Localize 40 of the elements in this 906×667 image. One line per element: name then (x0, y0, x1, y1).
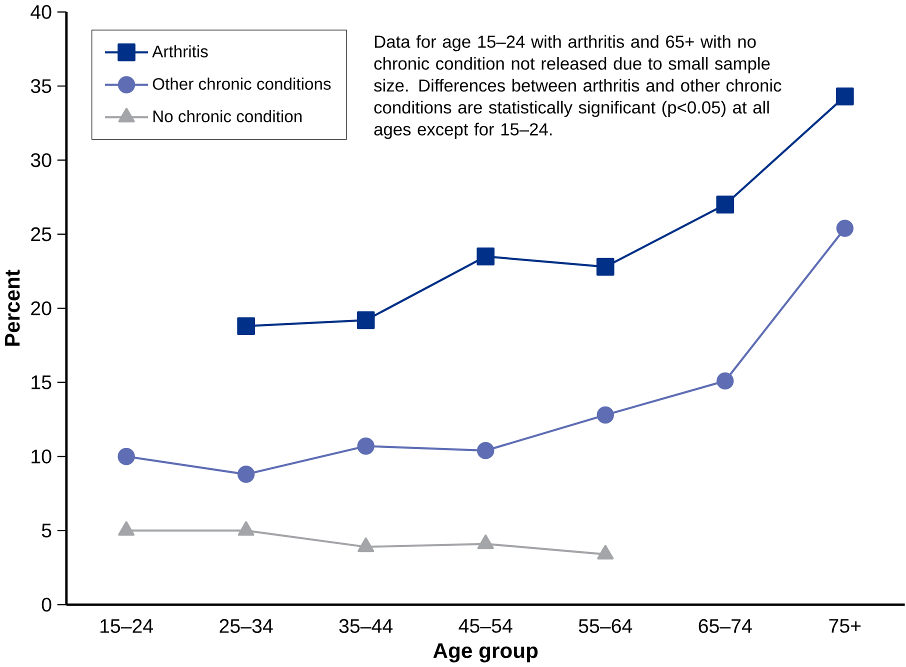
point (356, 311, 375, 329)
point (357, 437, 374, 455)
point (596, 406, 614, 424)
point (597, 544, 614, 560)
x-tick-label: 45–54 (458, 618, 512, 633)
y-tick-label: 5 (42, 524, 52, 538)
y-tick-label: 35 (30, 78, 52, 93)
y-tick-label: 15 (32, 375, 52, 390)
x-tick-label: 35–44 (339, 618, 393, 633)
x-tick-label: 55–64 (578, 618, 632, 633)
point (596, 258, 614, 276)
annotation: Data for age 15–24 with arthritis and 65+ with no chronic condition not released due to small sample size. Differences between arthritis and other chronic conditions are statistically significant (p<0.05) at all ages except for 15–24. (374, 34, 782, 139)
point (118, 521, 135, 536)
point (716, 195, 734, 214)
x-tick-label: 15–24 (100, 618, 154, 633)
point (237, 316, 255, 335)
x-tick-label: 65–74 (698, 618, 752, 633)
legend-label: Other chronic conditions (152, 77, 331, 90)
point (237, 465, 255, 483)
point (238, 521, 254, 536)
point (358, 537, 374, 552)
y-tick-label: 25 (31, 227, 52, 241)
legend-label: No chronic condition (153, 110, 302, 122)
y-tick-label: 10 (32, 449, 52, 464)
point (118, 448, 135, 465)
y-tick-label: 20 (31, 301, 52, 316)
legend-label: Arthritis (152, 44, 208, 58)
point (476, 442, 494, 459)
y-tick-label: 40 (30, 4, 52, 19)
point (716, 372, 734, 390)
y-tick-label: 30 (30, 152, 52, 167)
x-tick-label: 25–34 (220, 618, 273, 633)
x-tick-label: 75+ (829, 618, 861, 633)
point (477, 534, 494, 549)
y-axis-title: Percent (5, 270, 20, 346)
point (836, 87, 854, 106)
point (836, 219, 854, 237)
y-tick-label: 0 (42, 598, 52, 612)
point (476, 247, 495, 266)
x-axis-title: Age group (433, 643, 538, 662)
